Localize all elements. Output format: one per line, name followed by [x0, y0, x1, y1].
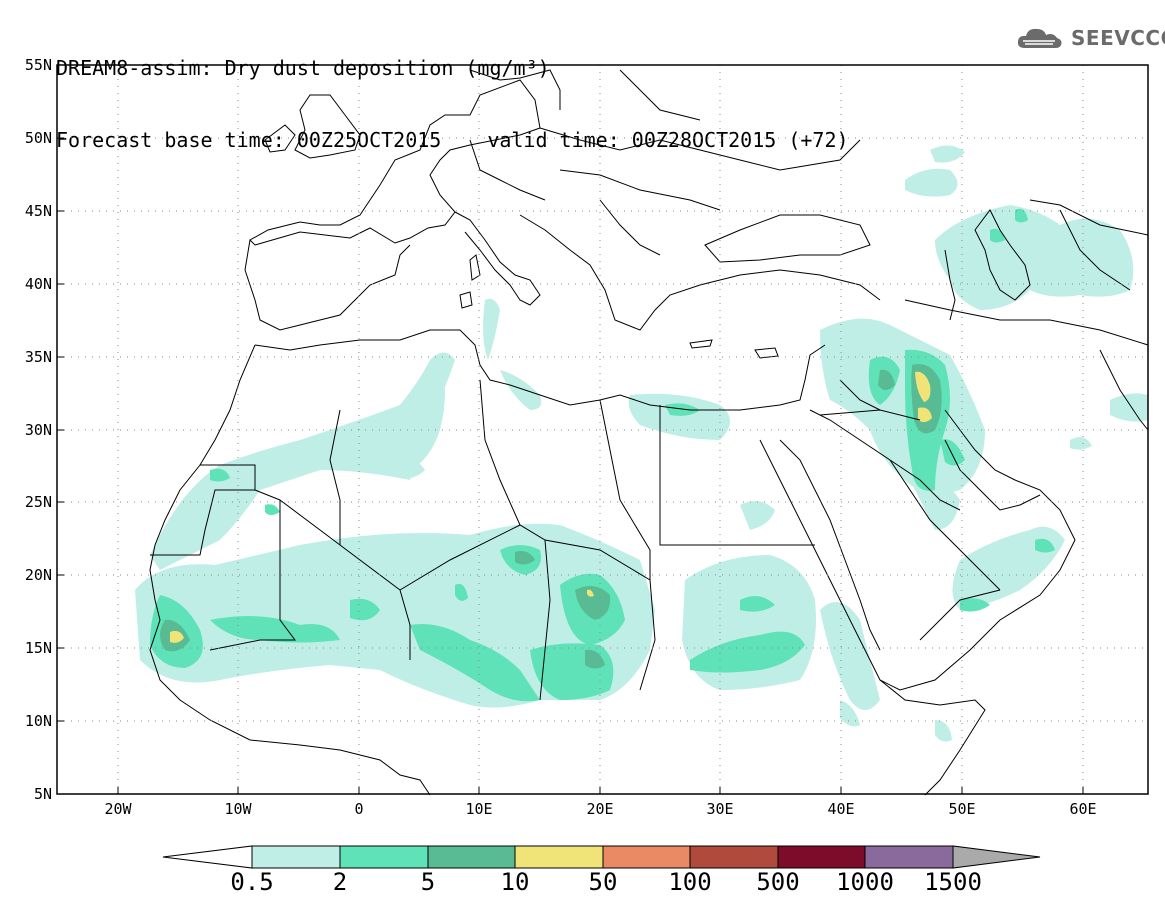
lat-label: 15N — [24, 639, 52, 657]
valid-time: valid time: 00Z28OCT2015 (+72) — [487, 128, 849, 152]
lat-label: 40N — [24, 275, 52, 293]
lon-label: 20W — [104, 800, 132, 818]
colorbar-label: 50 — [588, 868, 618, 896]
colorbar-label: 1500 — [924, 868, 982, 896]
base-time: Forecast base time: 00Z25OCT2015 — [56, 128, 442, 152]
dust-deposition-fields — [135, 145, 1148, 742]
colorbar-over-arrow — [952, 845, 1041, 869]
colorbar — [162, 845, 1041, 869]
lat-label: 55N — [24, 56, 52, 74]
title-block: DREAM8-assim: Dry dust deposition (mg/m³… — [56, 8, 895, 176]
lat-label: 30N — [24, 421, 52, 439]
logo-text: SEEVCCC — [1071, 26, 1165, 50]
colorbar-bin-3 — [427, 845, 516, 869]
colorbar-bin-8 — [864, 845, 954, 869]
colorbar-label: 0.5 — [230, 868, 274, 896]
colorbar-bin-7 — [777, 845, 866, 869]
lon-label: 30E — [706, 800, 734, 818]
colorbar-bin-6 — [689, 845, 779, 869]
colorbar-bin-1 — [251, 845, 341, 869]
colorbar-label: 10 — [500, 868, 530, 896]
lon-label: 40E — [827, 800, 855, 818]
colorbar-bin-5 — [602, 845, 691, 869]
colorbar-label: 2 — [332, 868, 348, 896]
lat-label: 50N — [24, 129, 52, 147]
lat-label: 10N — [24, 712, 52, 730]
cloud-icon — [1017, 28, 1062, 48]
lat-label: 5N — [33, 785, 52, 803]
lat-label: 25N — [24, 493, 52, 511]
lon-label: 0 — [354, 800, 364, 818]
colorbar-label: 1000 — [836, 868, 894, 896]
seevccc-logo: SEEVCCC — [1015, 24, 1165, 52]
colorbar-bin-4 — [514, 845, 604, 869]
colorbar-label: 5 — [420, 868, 436, 896]
lon-label: 50E — [948, 800, 976, 818]
map-title: DREAM8-assim: Dry dust deposition (mg/m³… — [56, 56, 550, 80]
colorbar-bin-2 — [339, 845, 429, 869]
colorbar-under-arrow — [162, 845, 253, 869]
lon-label: 10W — [224, 800, 252, 818]
lon-label: 60E — [1069, 800, 1097, 818]
lat-label: 35N — [24, 348, 52, 366]
lon-label: 10E — [465, 800, 493, 818]
colorbar-label: 500 — [756, 868, 800, 896]
title-times: Forecast base time: 00Z25OCT2015 valid ti… — [56, 128, 895, 152]
coastlines-borders — [149, 69, 1149, 796]
axis-ticks — [57, 137, 1084, 794]
lat-label: 45N — [24, 202, 52, 220]
lon-label: 20E — [586, 800, 614, 818]
graticule — [57, 65, 1148, 794]
colorbar-label: 100 — [668, 868, 712, 896]
lat-label: 20N — [24, 566, 52, 584]
